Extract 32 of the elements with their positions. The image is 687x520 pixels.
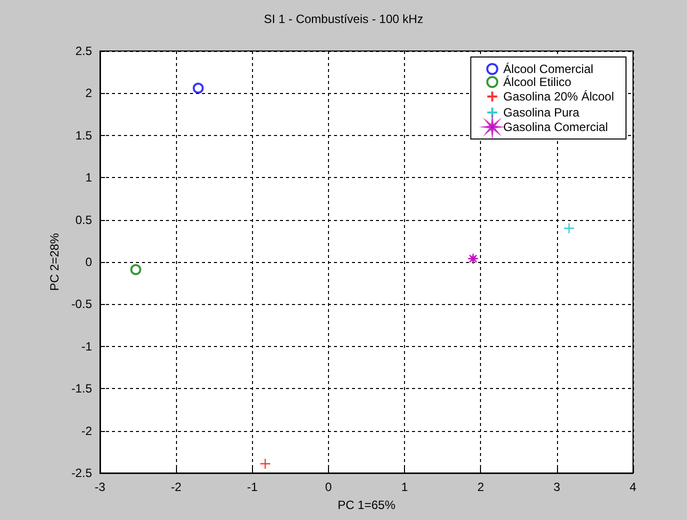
y-tick-label: 2 [85,86,92,100]
legend-label: Álcool Comercial [503,62,594,76]
y-tick-label: 1 [85,170,92,185]
point [563,222,575,234]
y-axis-title: PC 2=28% [47,232,62,291]
point [468,253,479,264]
y-tick-label: -2.5 [71,466,92,480]
x-tick-label: 2 [477,480,484,494]
y-tick-label: 2.5 [75,44,92,58]
legend-label: Gasolina Pura [503,106,580,120]
y-tick-label: -1 [81,339,92,354]
y-tick-label: -1.5 [71,382,92,396]
x-tick-label: 4 [630,480,637,494]
y-tick-label: 1.5 [75,128,92,142]
legend-label: Álcool Etilico [503,75,572,89]
x-axis-title: PC 1=65% [338,498,396,512]
point [192,82,204,94]
x-tick-label: -3 [94,480,106,494]
point [130,264,142,276]
legend-label: Gasolina 20% Álcool [503,90,614,104]
x-tick-label: -1 [246,480,258,494]
legend-label: Gasolina Comercial [503,120,608,134]
y-tick-label: -0.5 [71,297,92,312]
point [260,458,271,470]
x-tick-label: 3 [554,480,561,494]
y-tick-label: 0.5 [75,212,92,227]
chart-title: SI 1 - Combustíveis - 100 kHz [264,12,424,26]
x-tick-label: -2 [170,480,182,494]
y-tick-label: 0 [85,255,92,269]
x-tick-label: 1 [401,480,408,494]
y-tick-label: -2 [81,424,92,438]
x-tick-label: 0 [325,480,332,494]
